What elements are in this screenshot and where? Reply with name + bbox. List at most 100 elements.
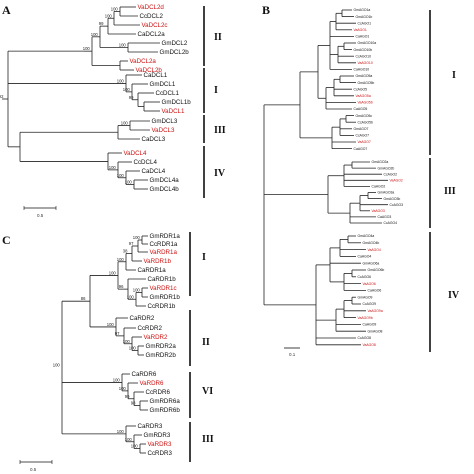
leaf-label: VaAGO9a [368,309,383,313]
leaf-label: CcRDR6 [146,389,171,396]
leaf-label: VaAGO3 [372,209,385,213]
leaf-label: VaRDR2 [144,334,169,341]
leaf-label: CaAGO5 [354,107,368,111]
leaf-label: VaRDR3 [148,441,173,448]
leaf-label: GmAGO1b [356,15,373,19]
leaf-label: CaRDR3 [138,423,163,430]
leaf-label: GmDCL1b [162,99,192,106]
leaf-label: GmRDR6a [150,398,181,405]
leaf-label: CaAGO7 [354,147,368,151]
group-label-b-iv: IV [448,290,460,301]
bootstrap-value: 100 [109,270,117,275]
leaf-label: GmAGO10a [358,41,377,45]
leaf-label: CcAGO5b [358,120,374,124]
leaf-label: CcAGO3 [390,203,404,207]
leaf-label: GmAGO6a [363,261,380,265]
bootstrap-value: 99 [99,21,104,26]
leaf-label: CcRDR1a [150,241,178,248]
leaf-label: GmDCL4b [150,186,180,193]
group-label-c-iii: III [202,434,214,445]
leaf-label: VaAGO9b [358,316,373,320]
bootstrap-value: 98 [131,401,136,406]
leaf-label: CaRDR2 [130,315,155,322]
bootstrap-value: 100 [83,46,91,51]
leaf-label: VaDCL1 [162,108,185,115]
leaf-label: VaAGO5b [358,101,373,105]
leaf-label: CcDCL4 [134,159,158,166]
bootstrap-value: 86 [81,296,86,301]
bootstrap-value: 100 [53,363,61,368]
bootstrap-value: 100 [107,322,115,327]
panel-c-label: C [2,233,11,247]
leaf-label: CaRDR1a [138,267,167,274]
leaf-label: GmAGO5b [358,81,375,85]
leaf-label: CaAGO4 [358,255,372,259]
leaf-label: CcAGO9 [363,302,377,306]
leaf-label: GmAGO9 [358,295,373,299]
leaf-label: VaAGO10 [358,61,373,65]
bootstrap-value: 100 [91,32,99,37]
leaf-label: CaDCL2a [138,31,166,38]
leaf-label: VaAGO1 [354,28,367,32]
leaf-label: GmAGO3a [378,191,395,195]
leaf-label: VaDCL2b [136,67,163,74]
bootstrap-value: 100 [109,165,117,170]
bootstrap-value: 100 [105,13,113,18]
leaf-label: GmRDR2a [146,343,177,350]
leaf-label: CcAGO5 [354,87,368,91]
leaf-label: VaAGO4 [368,248,381,252]
leaf-label: VaAGO5a [356,94,371,98]
leaf-label: VaRDR1c [150,285,177,292]
leaf-label: GmDCL1 [150,81,176,88]
leaf-label: GmAGO2b [378,166,395,170]
bootstrap-value: 100 [125,437,133,442]
leaf-label: VaDCL2d [138,4,165,11]
leaf-label: GmRDR2b [146,352,177,359]
leaf-label: CaAGO2 [372,185,386,189]
leaf-label: GmAGO1a [354,8,371,12]
leaf-label: VaRDR1b [144,258,172,265]
bootstrap-value: 100 [119,43,127,48]
bootstrap-value: 100 [121,121,129,126]
bootstrap-value: 100 [129,346,137,351]
leaf-label: GmAGO10b [354,48,373,52]
leaf-label: VaAGO6 [363,282,376,286]
leaf-label: CcAGO10 [356,54,372,58]
leaf-label: GmAGO6b [368,268,385,272]
leaf-label: CcAGO4 [384,221,398,225]
bootstrap-value: 100 [123,87,131,92]
leaf-label: CaDCL3 [142,136,166,143]
leaf-label: VaAGO8 [363,343,376,347]
leaf-label: VaAGO2 [390,178,403,182]
bootstrap-value: 100 [111,7,119,12]
group-label-a-ii: II [214,32,222,43]
panel-b-label: B [262,3,270,17]
leaf-label: VaDCL2a [130,58,157,65]
bootstrap-value: 100 [117,173,125,178]
leaf-label: CcDCL1 [156,90,180,97]
leaf-label: CaAGO6 [368,289,382,293]
bootstrap-value: 100 [133,288,141,293]
leaf-label: CcAGO1 [358,21,372,25]
bootstrap-value: 97 [129,241,134,246]
tree-panel-a: VaDCL2d CcDCL2 VaDCL2c CaDCL2a GmDCL2 GmDCL2b… [0,4,191,193]
leaf-label: CcRDR2 [138,325,163,332]
bootstrap-value: 100 [119,386,127,391]
tree-panel-b: GmAGO1a GmAGO1b CcAGO1 VaAGO1 CaAGO1 GmAGO10a… [263,8,404,347]
leaf-label: GmRDR6b [150,407,181,414]
leaf-label: VaRDR6 [140,380,165,387]
leaf-label: CaAGO1 [356,35,370,39]
bootstrap-value: 97 [115,331,120,336]
leaf-label: GmRDR1b [150,294,181,301]
leaf-label: CaAGO10 [354,68,370,72]
leaf-label: GmRDR1a [150,233,181,240]
leaf-label: CcAGO6 [358,275,372,279]
panel-a-label: A [2,3,11,17]
leaf-label: GmAGO5a [356,74,373,78]
bootstrap-value: 100 [133,235,141,240]
group-label-a-iv: IV [214,168,226,179]
leaf-label: CcRDR3 [148,450,173,457]
bootstrap-value: 100 [113,377,121,382]
leaf-label: CcDCL2 [140,13,164,20]
